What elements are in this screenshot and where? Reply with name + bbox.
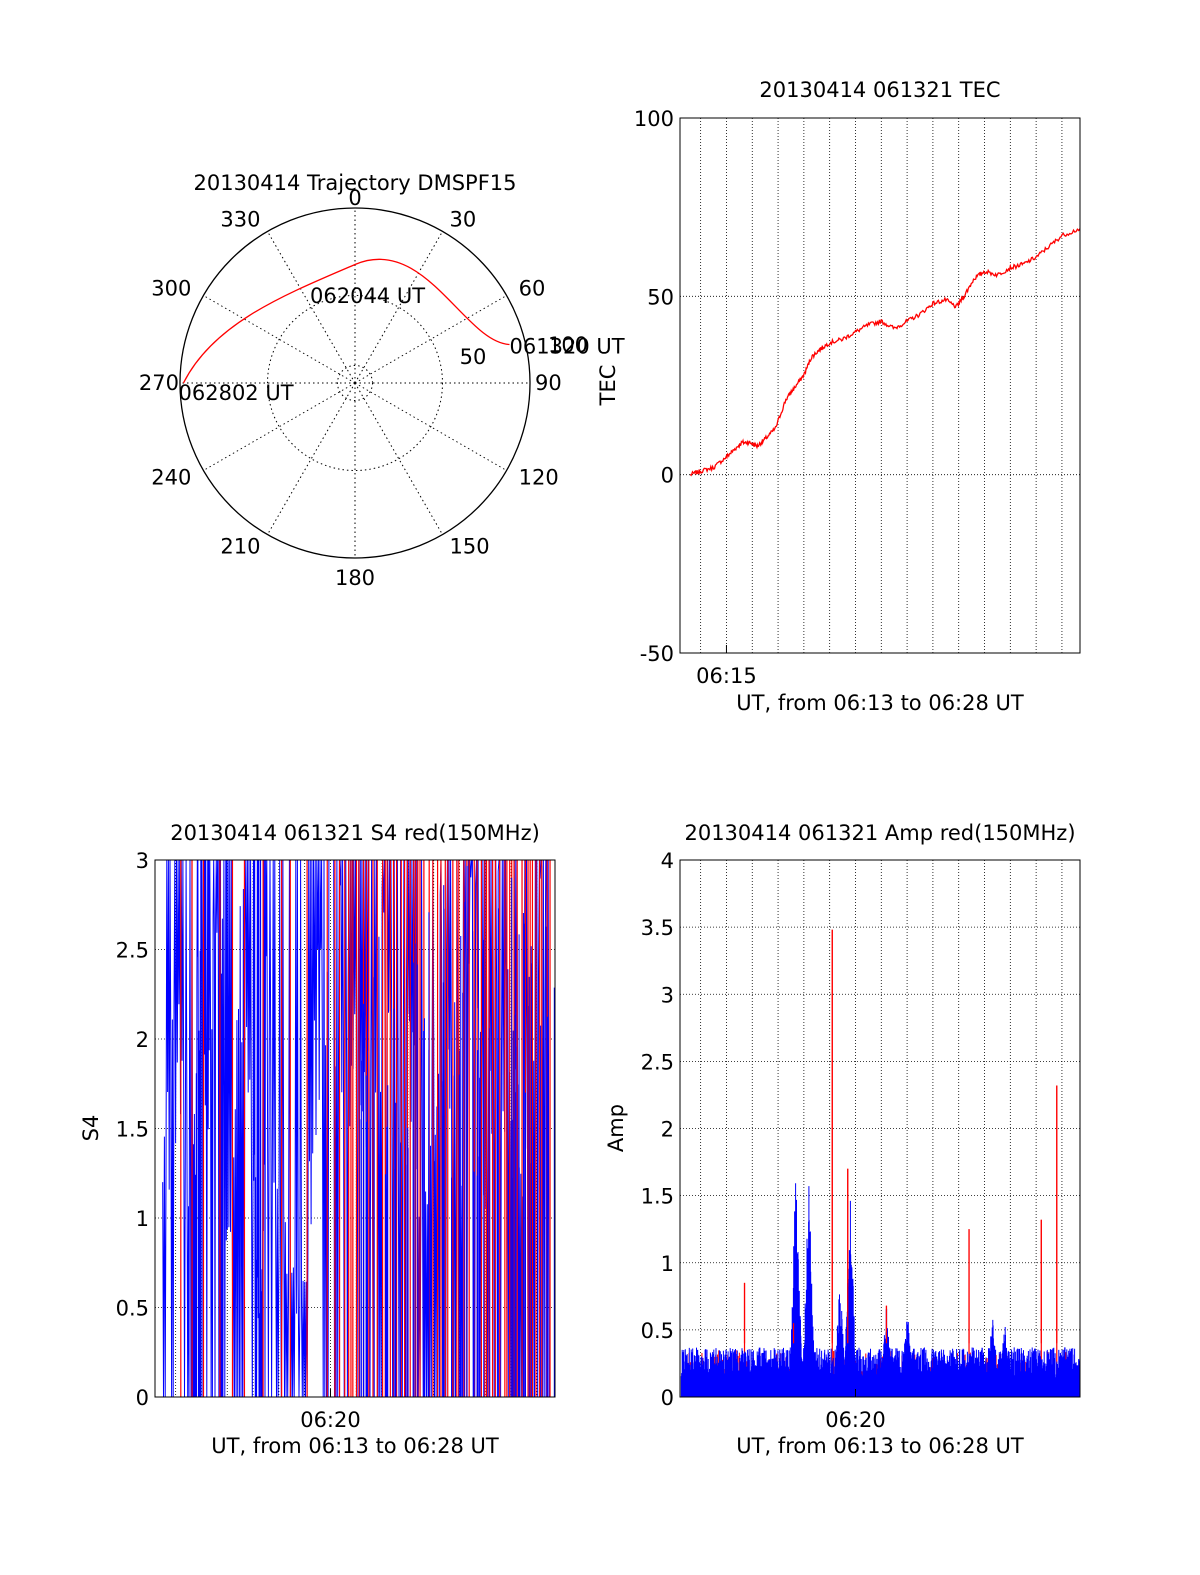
s4-blue-series xyxy=(162,860,550,1397)
y-tick-label: 3 xyxy=(136,849,149,873)
tec-title: 20130414 061321 TEC xyxy=(759,78,1000,102)
tec-x-ticks: 06:15 xyxy=(696,645,757,688)
s4-panel: 20130414 061321 S4 red(150MHz) 0 0.5 1 1.5 2… xyxy=(79,821,556,1458)
y-tick-label: 2.5 xyxy=(641,1050,674,1074)
tec-axes-frame xyxy=(679,117,1081,654)
y-tick-label: 1 xyxy=(661,1252,674,1276)
y-tick-label: 0 xyxy=(661,464,674,488)
x-tick-label: 06:20 xyxy=(300,1408,361,1432)
amp-blue-series xyxy=(680,1183,1081,1397)
amp-series-marks xyxy=(680,929,1081,1397)
polar-azimuth-label: 0 xyxy=(348,186,361,210)
y-tick-label: 0.5 xyxy=(116,1297,149,1321)
polar-azimuth-label: 60 xyxy=(519,277,546,301)
y-tick-label: 2 xyxy=(661,1118,674,1142)
amp-y-label: Amp xyxy=(604,1104,628,1152)
tec-x-label: UT, from 06:13 to 06:28 UT xyxy=(736,691,1024,715)
polar-radial-labels: 50 100 xyxy=(460,333,588,369)
amp-y-ticks: 0 0.5 1 1.5 2 2.5 3 3.5 4 xyxy=(641,849,674,1410)
polar-azimuth-label: 30 xyxy=(450,207,477,231)
x-tick-label: 06:20 xyxy=(825,1408,886,1432)
s4-x-label: UT, from 06:13 to 06:28 UT xyxy=(211,1434,499,1458)
amp-grid xyxy=(680,859,1080,1398)
y-tick-label: 50 xyxy=(647,285,674,309)
amp-panel: 20130414 061321 Amp red(150MHz) 0 0.5 1 1.5… xyxy=(604,821,1081,1458)
trajectory-point-label: 061320 UT xyxy=(510,334,625,358)
amp-x-ticks: 06:20 xyxy=(825,1389,886,1432)
polar-azimuth-label: 300 xyxy=(151,277,191,301)
polar-ring-50 xyxy=(267,295,443,471)
tec-y-label: TEC xyxy=(596,365,620,407)
s4-series-marks xyxy=(162,860,555,1397)
s4-y-ticks: 0 0.5 1 1.5 2 2.5 3 xyxy=(116,849,149,1410)
polar-spoke xyxy=(267,382,356,535)
x-tick-label: 06:15 xyxy=(696,664,757,688)
polar-panel: 20130414 Trajectory DMSPF15 0 30 60 90 120 15… xyxy=(139,171,625,590)
y-tick-label: 1.5 xyxy=(116,1118,149,1142)
polar-azimuth-labels: 0 30 60 90 120 150 180 210 240 270 300 330 xyxy=(139,186,562,590)
y-tick-label: 2.5 xyxy=(116,939,149,963)
polar-grid xyxy=(179,207,531,559)
s4-x-ticks: 06:20 xyxy=(300,1389,361,1432)
y-tick-label: 3 xyxy=(661,983,674,1007)
y-tick-label: -50 xyxy=(640,642,674,666)
trajectory-point-label: 062802 UT xyxy=(179,381,294,405)
trajectory-point-label: 062044 UT xyxy=(310,284,425,308)
y-tick-label: 0 xyxy=(136,1386,149,1410)
amp-x-label: UT, from 06:13 to 06:28 UT xyxy=(736,1434,1024,1458)
y-tick-label: 1.5 xyxy=(641,1185,674,1209)
y-tick-label: 0.5 xyxy=(641,1319,674,1343)
polar-radial-label: 100 xyxy=(548,333,588,357)
polar-azimuth-label: 240 xyxy=(151,466,191,490)
polar-outer-ring xyxy=(179,207,531,559)
polar-spoke xyxy=(354,295,507,384)
y-tick-label: 2 xyxy=(136,1028,149,1052)
polar-azimuth-label: 270 xyxy=(139,371,179,395)
tec-series-line xyxy=(689,228,1081,477)
tec-y-ticks: -50 0 50 100 xyxy=(634,107,674,666)
y-tick-label: 4 xyxy=(661,849,674,873)
trajectory-point-labels: 061320 UT 062044 UT 062802 UT xyxy=(179,284,625,405)
polar-ring-inner xyxy=(337,365,373,401)
y-tick-label: 100 xyxy=(634,107,674,131)
polar-azimuth-label: 210 xyxy=(220,535,260,559)
polar-azimuth-label: 180 xyxy=(335,566,375,590)
amp-axes-frame xyxy=(679,859,1081,1398)
y-tick-label: 1 xyxy=(136,1207,149,1231)
polar-azimuth-label: 90 xyxy=(535,371,562,395)
y-tick-label: 0 xyxy=(661,1386,674,1410)
polar-radial-label: 50 xyxy=(460,345,487,369)
tec-grid xyxy=(680,117,1080,654)
polar-azimuth-label: 150 xyxy=(450,535,490,559)
trajectory-track xyxy=(182,258,510,384)
s4-y-label: S4 xyxy=(79,1115,103,1142)
s4-axes-frame xyxy=(154,859,556,1398)
polar-azimuth-label: 330 xyxy=(220,207,260,231)
polar-title: 20130414 Trajectory DMSPF15 xyxy=(193,171,516,195)
y-tick-label: 3.5 xyxy=(641,916,674,940)
polar-azimuth-label: 120 xyxy=(519,466,559,490)
amp-title: 20130414 061321 Amp red(150MHz) xyxy=(684,821,1075,845)
s4-title: 20130414 061321 S4 red(150MHz) xyxy=(170,821,540,845)
